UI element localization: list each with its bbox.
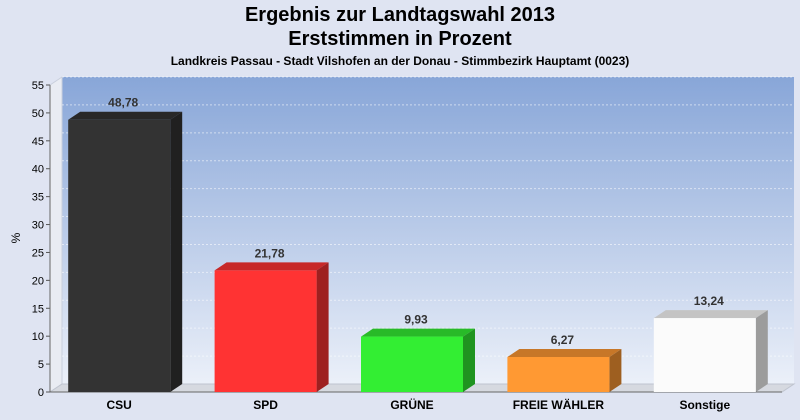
data-label: 6,27 — [551, 333, 575, 347]
bar-side — [463, 328, 475, 392]
y-tick-label: 20 — [32, 275, 44, 287]
x-tick-label: FREIE WÄHLER — [513, 397, 605, 412]
data-label: 13,24 — [694, 294, 724, 308]
bar-side — [170, 111, 183, 393]
chart-title: Ergebnis zur Landtagswahl 2013 — [244, 4, 556, 26]
bar — [68, 119, 171, 393]
bar — [214, 270, 317, 392]
x-tick-label: Sonstige — [679, 398, 730, 412]
bar-side — [316, 262, 329, 392]
y-tick-label: 30 — [32, 220, 44, 232]
x-tick-label: SPD — [253, 398, 278, 412]
y-tick-label: 25 — [32, 247, 44, 259]
y-tick-label: 45 — [32, 136, 44, 148]
y-tick-label: 5 — [38, 359, 44, 371]
chart-title-line2: Erststimmen in Prozent — [288, 28, 512, 50]
bar — [361, 336, 463, 392]
y-tick-label: 0 — [38, 387, 44, 399]
bar — [507, 357, 610, 392]
bar-top — [507, 349, 622, 358]
bar-top — [653, 310, 768, 319]
bar-top — [68, 111, 183, 120]
left-wall — [49, 76, 63, 393]
bar-top — [361, 328, 475, 337]
bar-side — [755, 310, 768, 392]
data-label: 9,93 — [404, 313, 428, 327]
x-tick-label: CSU — [107, 398, 132, 412]
y-axis-label: % — [9, 232, 23, 243]
y-tick-label: 40 — [32, 164, 44, 176]
bar — [653, 318, 756, 392]
y-tick-label: 50 — [32, 108, 44, 120]
y-tick-label: 35 — [32, 192, 44, 204]
x-tick-label: GRÜNE — [390, 397, 433, 412]
bar-top — [214, 262, 329, 271]
y-tick-label: 10 — [32, 331, 44, 343]
data-label: 48,78 — [108, 96, 138, 110]
y-tick-label: 55 — [32, 80, 44, 92]
data-label: 21,78 — [255, 246, 285, 260]
bar-side — [609, 349, 622, 392]
chart-subtitle: Landkreis Passau - Stadt Vilshofen an de… — [170, 54, 630, 68]
y-tick-label: 15 — [32, 303, 44, 315]
